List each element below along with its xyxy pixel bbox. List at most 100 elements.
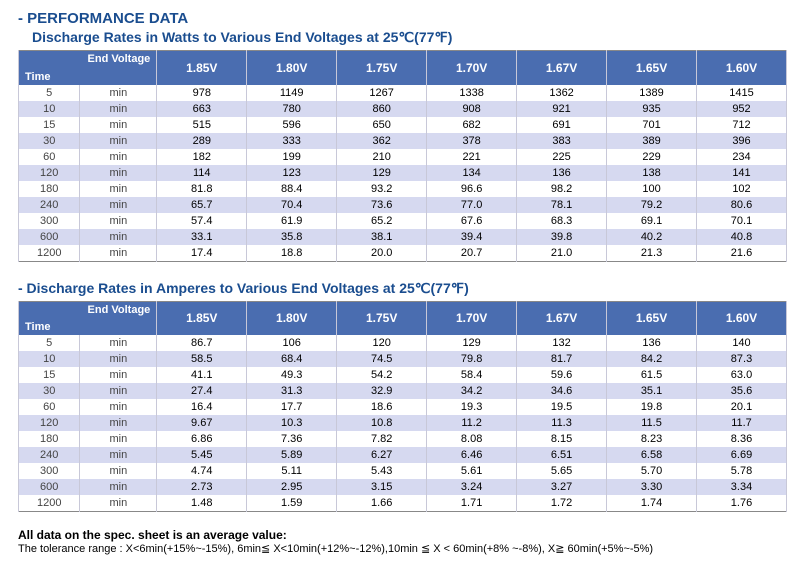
- corner-cell: End Voltage Time: [19, 301, 157, 335]
- data-cell: 1.59: [247, 495, 337, 512]
- table-row: 120min9.6710.310.811.211.311.511.7: [19, 415, 787, 431]
- time-cell: 60: [19, 149, 80, 165]
- data-cell: 132: [517, 335, 607, 351]
- table-row: 1200min17.418.820.020.721.021.321.6: [19, 245, 787, 262]
- col-header: 1.60V: [697, 51, 787, 85]
- time-cell: 1200: [19, 495, 80, 512]
- data-cell: 67.6: [427, 213, 517, 229]
- data-cell: 58.5: [157, 351, 247, 367]
- data-cell: 41.1: [157, 367, 247, 383]
- data-cell: 362: [337, 133, 427, 149]
- data-cell: 84.2: [607, 351, 697, 367]
- data-cell: 87.3: [697, 351, 787, 367]
- data-cell: 389: [607, 133, 697, 149]
- data-cell: 383: [517, 133, 607, 149]
- time-cell: 120: [19, 415, 80, 431]
- data-cell: 35.1: [607, 383, 697, 399]
- table-row: 600min2.732.953.153.243.273.303.34: [19, 479, 787, 495]
- corner-top-label: End Voltage: [88, 53, 151, 65]
- data-cell: 952: [697, 101, 787, 117]
- data-cell: 40.8: [697, 229, 787, 245]
- unit-cell: min: [80, 133, 157, 149]
- data-cell: 1.66: [337, 495, 427, 512]
- data-cell: 1.74: [607, 495, 697, 512]
- time-cell: 180: [19, 431, 80, 447]
- time-cell: 5: [19, 335, 80, 351]
- col-header: 1.70V: [427, 301, 517, 335]
- data-cell: 19.5: [517, 399, 607, 415]
- data-cell: 57.4: [157, 213, 247, 229]
- col-header: 1.85V: [157, 301, 247, 335]
- table-row: 30min289333362378383389396: [19, 133, 787, 149]
- data-cell: 229: [607, 149, 697, 165]
- data-cell: 7.82: [337, 431, 427, 447]
- data-cell: 378: [427, 133, 517, 149]
- data-cell: 5.70: [607, 463, 697, 479]
- data-cell: 123: [247, 165, 337, 181]
- data-cell: 21.3: [607, 245, 697, 262]
- time-cell: 120: [19, 165, 80, 181]
- data-cell: 225: [517, 149, 607, 165]
- unit-cell: min: [80, 213, 157, 229]
- table-row: 10min663780860908921935952: [19, 101, 787, 117]
- data-cell: 860: [337, 101, 427, 117]
- data-cell: 138: [607, 165, 697, 181]
- unit-cell: min: [80, 101, 157, 117]
- data-cell: 134: [427, 165, 517, 181]
- unit-cell: min: [80, 367, 157, 383]
- data-cell: 4.74: [157, 463, 247, 479]
- time-cell: 10: [19, 351, 80, 367]
- data-cell: 5.65: [517, 463, 607, 479]
- unit-cell: min: [80, 495, 157, 512]
- data-cell: 114: [157, 165, 247, 181]
- data-cell: 27.4: [157, 383, 247, 399]
- data-cell: 3.15: [337, 479, 427, 495]
- subtitle-amperes: - Discharge Rates in Amperes to Various …: [18, 280, 787, 297]
- time-cell: 15: [19, 117, 80, 133]
- footer-line1: All data on the spec. sheet is an averag…: [18, 528, 787, 542]
- data-cell: 7.36: [247, 431, 337, 447]
- table-row: 15min41.149.354.258.459.661.563.0: [19, 367, 787, 383]
- data-cell: 3.30: [607, 479, 697, 495]
- data-cell: 5.61: [427, 463, 517, 479]
- data-cell: 21.6: [697, 245, 787, 262]
- data-cell: 17.4: [157, 245, 247, 262]
- data-cell: 712: [697, 117, 787, 133]
- data-cell: 59.6: [517, 367, 607, 383]
- data-cell: 31.3: [247, 383, 337, 399]
- data-cell: 1.72: [517, 495, 607, 512]
- time-cell: 600: [19, 479, 80, 495]
- data-cell: 1338: [427, 85, 517, 101]
- data-cell: 1267: [337, 85, 427, 101]
- data-cell: 61.9: [247, 213, 337, 229]
- data-cell: 80.6: [697, 197, 787, 213]
- data-cell: 129: [427, 335, 517, 351]
- data-cell: 333: [247, 133, 337, 149]
- data-cell: 6.27: [337, 447, 427, 463]
- unit-cell: min: [80, 383, 157, 399]
- data-cell: 6.86: [157, 431, 247, 447]
- unit-cell: min: [80, 245, 157, 262]
- data-cell: 2.73: [157, 479, 247, 495]
- data-cell: 98.2: [517, 181, 607, 197]
- time-cell: 10: [19, 101, 80, 117]
- col-header: 1.75V: [337, 301, 427, 335]
- data-cell: 77.0: [427, 197, 517, 213]
- header-row: End Voltage Time 1.85V 1.80V 1.75V 1.70V…: [19, 301, 787, 335]
- data-cell: 2.95: [247, 479, 337, 495]
- data-cell: 65.7: [157, 197, 247, 213]
- unit-cell: min: [80, 197, 157, 213]
- data-cell: 69.1: [607, 213, 697, 229]
- data-cell: 20.1: [697, 399, 787, 415]
- data-cell: 701: [607, 117, 697, 133]
- data-cell: 289: [157, 133, 247, 149]
- data-cell: 140: [697, 335, 787, 351]
- data-cell: 11.3: [517, 415, 607, 431]
- data-cell: 102: [697, 181, 787, 197]
- table-row: 10min58.568.474.579.881.784.287.3: [19, 351, 787, 367]
- data-cell: 74.5: [337, 351, 427, 367]
- data-cell: 908: [427, 101, 517, 117]
- data-cell: 221: [427, 149, 517, 165]
- data-cell: 120: [337, 335, 427, 351]
- data-cell: 68.3: [517, 213, 607, 229]
